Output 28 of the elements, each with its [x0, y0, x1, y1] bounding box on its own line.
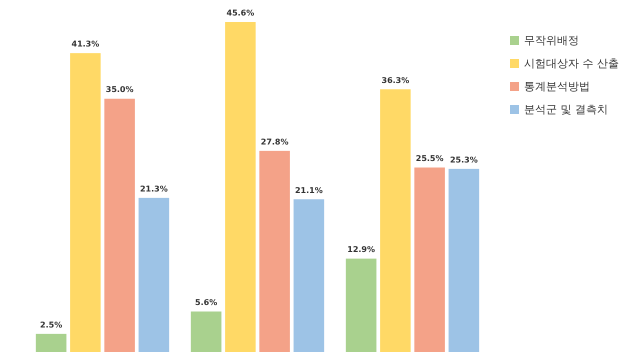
- data-label: 41.3%: [71, 40, 100, 49]
- data-label: 12.9%: [347, 245, 376, 254]
- legend-label: 분석군 및 결측치: [524, 103, 608, 116]
- data-label: 2.5%: [40, 320, 62, 330]
- data-label: 25.3%: [450, 155, 478, 164]
- data-label: 5.6%: [195, 298, 218, 307]
- bar: [294, 199, 324, 352]
- data-label: 45.6%: [226, 8, 254, 18]
- bar: [225, 22, 256, 352]
- bar: [346, 258, 376, 352]
- data-label: 27.8%: [260, 137, 289, 146]
- bar: [448, 168, 480, 352]
- legend-label: 무작위배정: [524, 34, 580, 47]
- bar: [380, 89, 411, 352]
- data-label: 25.5%: [416, 154, 444, 163]
- data-label: 21.1%: [294, 186, 323, 195]
- bar: [259, 150, 290, 352]
- bar: [414, 167, 445, 352]
- legend-label: 시험대상자 수 산출: [524, 57, 620, 70]
- bar: [190, 311, 222, 352]
- bar: [36, 334, 66, 352]
- data-label: 36.3%: [381, 76, 410, 85]
- data-label: 21.3%: [140, 184, 168, 194]
- bar: [104, 98, 135, 352]
- bar: [70, 53, 101, 352]
- data-label: 35.0%: [106, 85, 134, 94]
- bar: [138, 198, 170, 352]
- legend-label: 통계분석방법: [524, 80, 590, 93]
